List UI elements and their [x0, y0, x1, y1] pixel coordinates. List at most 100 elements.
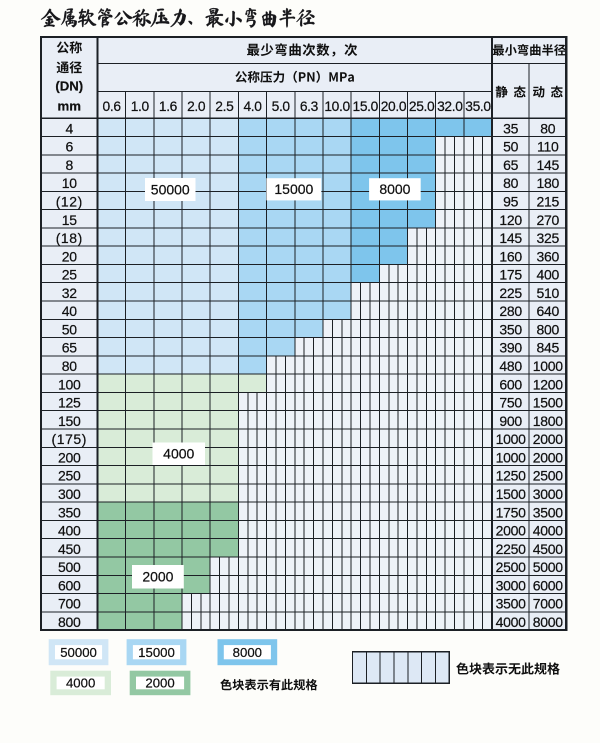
svg-text:390: 390: [499, 340, 522, 356]
svg-text:1500: 1500: [496, 486, 526, 502]
svg-text:50000: 50000: [60, 645, 97, 660]
svg-text:350: 350: [58, 504, 81, 520]
svg-text:110: 110: [537, 139, 559, 155]
svg-text:1000: 1000: [496, 431, 526, 447]
svg-text:250: 250: [58, 468, 81, 484]
svg-text:500: 500: [58, 559, 81, 575]
svg-text:175: 175: [499, 267, 522, 283]
svg-text:(18): (18): [56, 230, 83, 246]
svg-text:100: 100: [58, 376, 81, 392]
svg-text:4.0: 4.0: [243, 99, 262, 114]
svg-text:450: 450: [58, 541, 81, 557]
svg-text:6: 6: [66, 139, 74, 155]
svg-text:180: 180: [537, 175, 560, 191]
svg-text:65: 65: [62, 340, 77, 356]
svg-text:4000: 4000: [66, 676, 95, 691]
svg-text:1.6: 1.6: [159, 99, 178, 114]
svg-text:1500: 1500: [533, 395, 563, 411]
svg-text:200: 200: [58, 449, 81, 465]
svg-text:15000: 15000: [138, 645, 175, 660]
svg-text:3000: 3000: [496, 577, 526, 593]
svg-text:65: 65: [503, 157, 518, 173]
svg-text:2.5: 2.5: [215, 99, 234, 114]
svg-text:160: 160: [499, 248, 522, 264]
svg-text:480: 480: [499, 358, 522, 374]
svg-text:270: 270: [537, 212, 560, 228]
svg-text:400: 400: [537, 267, 560, 283]
svg-text:20.0: 20.0: [381, 99, 407, 114]
svg-text:10.0: 10.0: [324, 99, 350, 114]
svg-text:8: 8: [66, 157, 74, 173]
svg-text:400: 400: [58, 523, 81, 539]
svg-text:mm: mm: [58, 99, 81, 114]
svg-text:7000: 7000: [533, 596, 563, 612]
svg-text:50000: 50000: [151, 181, 190, 197]
svg-text:280: 280: [499, 303, 522, 319]
svg-text:4500: 4500: [533, 541, 563, 557]
svg-text:145: 145: [537, 157, 560, 173]
svg-text:2000: 2000: [533, 449, 563, 465]
svg-text:120: 120: [499, 212, 522, 228]
svg-text:50: 50: [62, 321, 77, 337]
svg-text:(DN): (DN): [55, 78, 83, 93]
svg-text:25.0: 25.0: [409, 99, 435, 114]
svg-text:5.0: 5.0: [272, 99, 291, 114]
svg-text:32: 32: [62, 285, 77, 301]
svg-text:50: 50: [503, 139, 518, 155]
svg-text:1000: 1000: [533, 358, 563, 374]
svg-text:6.3: 6.3: [300, 99, 319, 114]
svg-text:4000: 4000: [533, 523, 563, 539]
svg-text:10: 10: [62, 175, 77, 191]
svg-text:25: 25: [62, 267, 77, 283]
svg-text:20: 20: [62, 248, 77, 264]
svg-text:(175): (175): [52, 431, 87, 447]
svg-text:95: 95: [503, 193, 518, 209]
svg-text:2000: 2000: [145, 676, 174, 691]
svg-text:6000: 6000: [533, 577, 563, 593]
svg-text:800: 800: [537, 321, 560, 337]
svg-text:8000: 8000: [533, 614, 563, 630]
svg-text:1.0: 1.0: [131, 99, 150, 114]
svg-text:325: 325: [537, 230, 560, 246]
svg-text:215: 215: [537, 193, 560, 209]
svg-text:15000: 15000: [274, 181, 313, 197]
svg-text:125: 125: [58, 395, 81, 411]
svg-text:80: 80: [503, 175, 518, 191]
svg-text:80: 80: [62, 358, 77, 374]
svg-text:700: 700: [58, 596, 81, 612]
svg-text:15.0: 15.0: [353, 99, 379, 114]
svg-text:35.0: 35.0: [465, 99, 491, 114]
svg-text:8000: 8000: [379, 181, 410, 197]
svg-text:350: 350: [499, 321, 522, 337]
svg-text:0.6: 0.6: [103, 99, 122, 114]
svg-text:1750: 1750: [496, 504, 526, 520]
svg-text:2250: 2250: [496, 541, 526, 557]
svg-text:600: 600: [499, 376, 522, 392]
svg-text:32.0: 32.0: [437, 99, 463, 114]
svg-text:900: 900: [499, 413, 522, 429]
svg-text:750: 750: [499, 395, 522, 411]
svg-text:3500: 3500: [533, 504, 563, 520]
svg-text:145: 145: [499, 230, 522, 246]
svg-text:1250: 1250: [496, 468, 526, 484]
svg-text:2500: 2500: [496, 559, 526, 575]
svg-text:800: 800: [58, 614, 81, 630]
svg-text:640: 640: [537, 303, 560, 319]
svg-text:(12): (12): [56, 193, 83, 209]
svg-text:2000: 2000: [142, 569, 173, 585]
svg-text:2500: 2500: [533, 468, 563, 484]
svg-text:4: 4: [66, 120, 74, 136]
svg-text:80: 80: [540, 120, 555, 136]
svg-text:40: 40: [62, 303, 77, 319]
svg-text:8000: 8000: [233, 645, 262, 660]
svg-text:600: 600: [58, 577, 81, 593]
svg-text:1800: 1800: [533, 413, 563, 429]
svg-text:225: 225: [499, 285, 522, 301]
svg-text:3000: 3000: [533, 486, 563, 502]
svg-text:4000: 4000: [496, 614, 526, 630]
svg-text:360: 360: [537, 248, 560, 264]
svg-text:15: 15: [62, 212, 77, 228]
svg-text:2000: 2000: [496, 523, 526, 539]
svg-text:510: 510: [537, 285, 560, 301]
svg-text:3500: 3500: [496, 596, 526, 612]
